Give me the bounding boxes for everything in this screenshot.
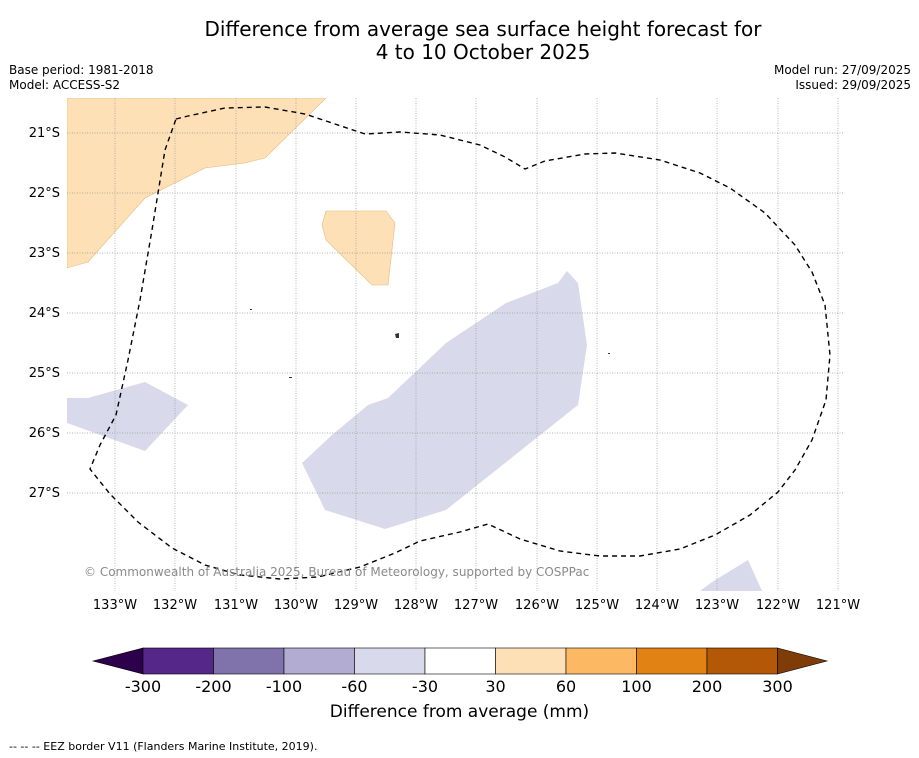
lon-label-126w: 126°W — [514, 598, 560, 613]
lon-label-128w: 128°W — [393, 598, 439, 613]
lon-label-121w: 121°W — [815, 598, 861, 613]
lat-label-23s: 23°S — [28, 246, 60, 261]
base-period: Base period: 1981-2018 — [9, 63, 154, 77]
lon-label-125w: 125°W — [574, 598, 620, 613]
colorbar-tick: -60 — [341, 677, 368, 696]
lat-label-21s: 21°S — [28, 126, 60, 141]
lon-label-131w: 131°W — [213, 598, 259, 613]
title-line-2: 4 to 10 October 2025 — [375, 40, 591, 64]
island-pitcairn-area — [395, 333, 399, 338]
lat-label-27s: 27°S — [28, 486, 60, 501]
colorbar-bin-1 — [142, 647, 214, 675]
map-title: Difference from average sea surface heig… — [0, 18, 919, 64]
lat-label-24s: 24°S — [28, 306, 60, 321]
title-line-1: Difference from average sea surface heig… — [204, 17, 762, 41]
lon-label-124w: 124°W — [634, 598, 680, 613]
colorbar-extend-min — [91, 647, 144, 675]
gridlines — [67, 98, 843, 591]
negative-anomaly-region-southeast — [700, 560, 762, 591]
colorbar-extend-max — [777, 647, 829, 675]
colorbar-bin-4 — [354, 647, 426, 675]
colorbar-tick: -300 — [124, 677, 162, 696]
eez-legend-note: -- -- -- EEZ border V11 (Flanders Marine… — [9, 740, 318, 753]
lon-label-130w: 130°W — [273, 598, 319, 613]
colorbar-bin-7 — [565, 647, 637, 675]
island-small-1 — [250, 309, 252, 310]
model-run: Model run: 27/09/2025 — [773, 63, 911, 77]
lon-label-123w: 123°W — [694, 598, 740, 613]
lat-label-26s: 26°S — [28, 426, 60, 441]
issued-date: Issued: 29/09/2025 — [795, 78, 911, 92]
lon-label-122w: 122°W — [755, 598, 801, 613]
island-small-2 — [289, 377, 292, 378]
island-small-3 — [608, 353, 610, 354]
colorbar-tick: 30 — [485, 677, 506, 696]
colorbar-tick: -100 — [265, 677, 303, 696]
colorbar-bin-6 — [495, 647, 567, 675]
colorbar-bin-5 — [424, 647, 496, 675]
colorbar-label: Difference from average (mm) — [329, 702, 590, 722]
colorbar-bin-3 — [283, 647, 355, 675]
colorbar — [91, 647, 829, 675]
lat-label-22s: 22°S — [28, 186, 60, 201]
colorbar-tick: 200 — [691, 677, 723, 696]
colorbar-bin-2 — [213, 647, 285, 675]
colorbar-bin-8 — [636, 647, 708, 675]
meta-left: Base period: 1981-2018 Model: ACCESS-S2 — [9, 63, 154, 93]
lon-label-129w: 129°W — [333, 598, 379, 613]
colorbar-tick: 300 — [762, 677, 793, 696]
colorbar-tick: -200 — [195, 677, 232, 696]
copyright-notice: © Commonwealth of Australia 2025, Bureau… — [84, 565, 590, 579]
colorbar-bin-9 — [706, 647, 778, 675]
eez-border — [89, 106, 831, 580]
lon-label-127w: 127°W — [453, 598, 499, 613]
positive-anomaly-region-central — [321, 210, 396, 286]
anomaly-layer — [67, 98, 843, 591]
lon-label-132w: 132°W — [152, 598, 198, 613]
negative-anomaly-region-central — [302, 271, 587, 529]
lat-label-25s: 25°S — [28, 366, 60, 381]
lon-label-133w: 133°W — [92, 598, 138, 613]
negative-anomaly-region-west — [67, 382, 188, 451]
positive-anomaly-region-northwest — [67, 98, 327, 269]
colorbar-tick: -30 — [411, 677, 439, 696]
colorbar-tick: 100 — [621, 677, 652, 696]
meta-right: Model run: 27/09/2025 Issued: 29/09/2025 — [774, 63, 911, 93]
colorbar-tick: 60 — [555, 677, 577, 696]
model-name: Model: ACCESS-S2 — [9, 78, 121, 92]
